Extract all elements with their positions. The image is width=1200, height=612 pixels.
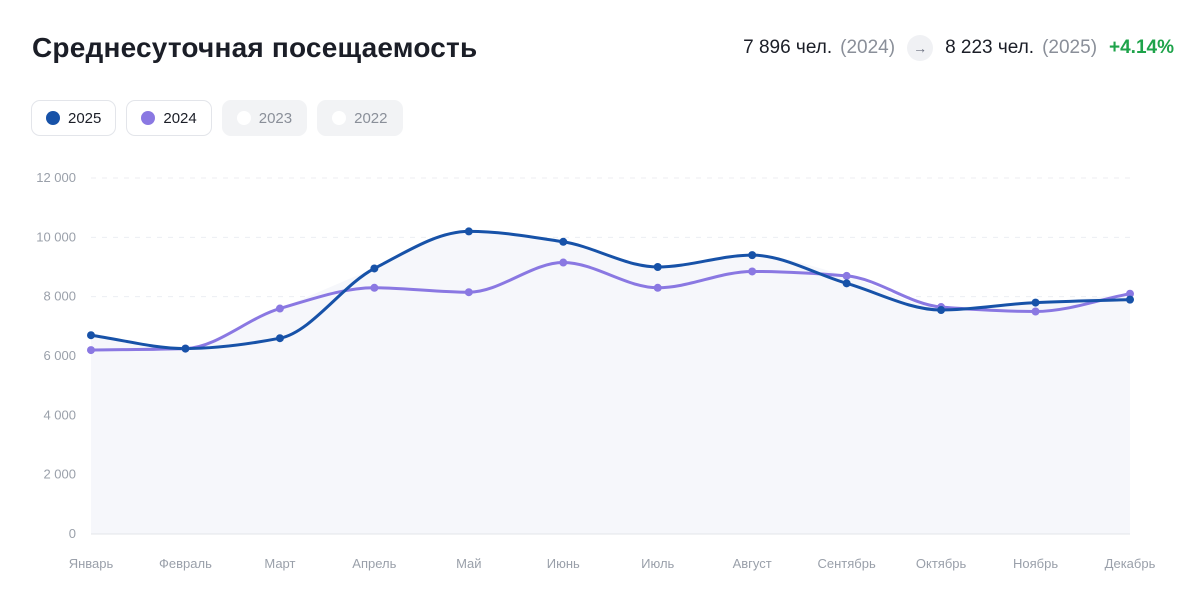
prev-year: (2024) [840, 37, 896, 58]
x-tick-label: Февраль [159, 556, 212, 571]
area-fill [91, 231, 1130, 534]
data-point-2024 [1031, 307, 1040, 316]
x-tick-label: Июнь [547, 556, 580, 571]
legend-toggle-2022[interactable]: 2022 [317, 100, 403, 136]
y-tick-label: 0 [69, 526, 76, 541]
data-point-2025 [181, 344, 190, 353]
x-tick-label: Октябрь [916, 556, 967, 571]
data-point-2024 [87, 346, 95, 355]
y-tick-label: 12 000 [36, 170, 76, 185]
data-point-2024 [275, 304, 284, 313]
y-tick-label: 6 000 [43, 348, 76, 363]
curr-year: (2025) [1042, 37, 1098, 58]
curr-value: 8 223 чел. [945, 37, 1035, 58]
data-point-2025 [842, 279, 851, 288]
data-point-2024 [559, 258, 568, 267]
data-point-2024 [653, 283, 662, 292]
data-point-2025 [653, 263, 662, 271]
legend-toggle-2024[interactable]: 2024 [126, 100, 212, 136]
chart-header: Среднесуточная посещаемость 7 896 чел. (… [32, 26, 1174, 70]
x-tick-label: Декабрь [1105, 556, 1156, 571]
legend-dot-2025 [46, 111, 60, 125]
data-point-2024 [464, 288, 473, 297]
legend-label: 2024 [163, 109, 197, 127]
legend-dot-2023 [236, 111, 251, 125]
legend: 2025 2024 2023 2022 [31, 100, 403, 136]
data-point-2025 [87, 331, 95, 340]
data-point-2024 [1126, 289, 1134, 298]
x-tick-label: Январь [69, 556, 114, 571]
data-point-2024 [842, 271, 851, 280]
data-point-2025 [559, 237, 568, 246]
legend-label: 2025 [68, 109, 102, 127]
data-point-2025 [937, 306, 946, 315]
delta-percent: +4.14% [1109, 37, 1174, 58]
x-tick-label: Апрель [352, 556, 396, 571]
prev-value: 7 896 чел. [743, 37, 833, 58]
summary-comparison: 7 896 чел. (2024) → 8 223 чел. (2025) +4… [743, 35, 1174, 61]
legend-label: 2022 [354, 109, 388, 127]
data-point-2025 [1126, 295, 1134, 304]
legend-label: 2023 [258, 109, 293, 127]
data-point-2025 [1031, 298, 1040, 307]
line-chart: 0 2 000 4 000 6 000 8 000 10 000 12 000 Январь Ф… [36, 170, 1156, 571]
data-point-2025 [370, 264, 379, 273]
data-point-2025 [748, 251, 757, 260]
x-tick-label: Август [733, 556, 772, 571]
x-tick-label: Март [264, 556, 295, 571]
y-tick-label: 8 000 [43, 289, 76, 304]
legend-toggle-2025[interactable]: 2025 [31, 100, 117, 136]
arrow-right-icon: → [907, 35, 934, 61]
x-tick-label: Ноябрь [1013, 556, 1058, 571]
data-point-2024 [748, 267, 757, 276]
y-tick-label: 4 000 [43, 407, 76, 422]
legend-toggle-2023[interactable]: 2023 [221, 100, 308, 136]
legend-dot-2024 [141, 111, 156, 125]
page-title: Среднесуточная посещаемость [32, 32, 478, 63]
data-point-2025 [275, 334, 284, 343]
x-tick-label: Июль [641, 556, 674, 571]
x-tick-label: Сентябрь [818, 556, 876, 571]
data-point-2024 [370, 283, 379, 292]
legend-dot-2022 [332, 111, 347, 125]
x-tick-label: Май [456, 556, 481, 571]
y-tick-label: 10 000 [36, 229, 76, 244]
y-tick-label: 2 000 [43, 467, 76, 482]
data-point-2025 [464, 227, 473, 236]
